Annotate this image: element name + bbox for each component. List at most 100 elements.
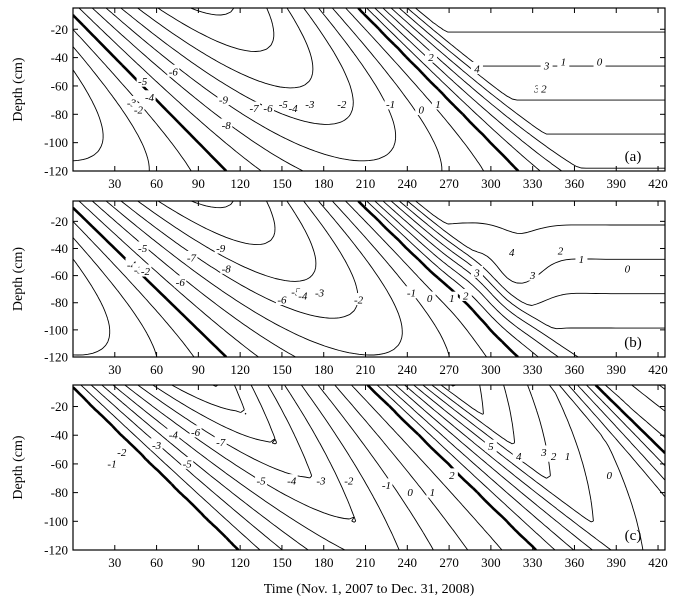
contour-label: -2 — [141, 266, 151, 278]
contour-level-neg5 — [137, 8, 314, 89]
contour-label-bg — [459, 288, 472, 301]
contour-label-bg — [115, 445, 128, 458]
contour-label: 1 — [430, 487, 436, 499]
y-tick-label: -20 — [51, 214, 68, 229]
contour-label-bg — [136, 74, 149, 87]
y-tick-label: -20 — [51, 399, 68, 414]
contour-label: 3 — [529, 270, 536, 282]
panel-c: 30 60 90 120 150 180 210 240 270 300 330 360 390 420-… — [11, 384, 668, 597]
contour-lines-c — [73, 385, 665, 550]
contour-level-neg4 — [120, 8, 354, 125]
y-tick-label: -80 — [51, 485, 68, 500]
x-tick-label: 150 — [272, 176, 292, 191]
x-tick-label: 420 — [648, 362, 668, 377]
contour-label-bg — [314, 474, 327, 487]
y-tick-label: -40 — [51, 241, 68, 256]
contour-level-neg6 — [157, 8, 275, 52]
contour-label: -6 — [263, 103, 273, 115]
contour-label-bg — [554, 244, 567, 257]
x-tick-label: 300 — [481, 362, 501, 377]
x-tick-label: 240 — [398, 176, 418, 191]
panel-tag: (a) — [625, 149, 642, 165]
contour-label: -5 — [256, 476, 266, 488]
x-tick-label: 420 — [648, 176, 668, 191]
contour-lines-a — [73, 8, 665, 171]
contour-label-bg — [415, 103, 428, 116]
x-tick-label: 240 — [398, 555, 418, 570]
contour-label: -2 — [354, 295, 364, 307]
contour-label-bg — [537, 81, 550, 94]
contour-label-bg — [621, 261, 634, 274]
contour-level-neg2 — [90, 385, 665, 550]
contour-label-bg — [561, 449, 574, 462]
y-axis-label: Depth (cm) — [11, 435, 26, 499]
contour-label-bg — [220, 261, 233, 274]
x-tick-label: 120 — [230, 362, 250, 377]
contour-label: -3 — [316, 476, 326, 488]
y-tick-label: -40 — [51, 428, 68, 443]
contour-level-3 — [73, 201, 579, 357]
y-tick-label: -120 — [44, 543, 68, 558]
contour-level-neg3 — [105, 201, 403, 356]
contour-label-bg — [150, 438, 163, 451]
contour-label-bg — [303, 97, 316, 110]
contour-label: -4 — [287, 476, 297, 488]
contour-level-neg7 — [152, 385, 278, 445]
contour-level-6 — [422, 385, 551, 479]
x-tick-label: 210 — [356, 362, 376, 377]
contour-label: -5 — [279, 99, 289, 111]
contour-label-bg — [547, 449, 560, 462]
panel-frame — [72, 200, 666, 358]
contour-label-bg — [185, 250, 198, 263]
x-tick-label: 270 — [439, 176, 459, 191]
contour-level-1 — [376, 385, 665, 550]
contour-level-neg7 — [190, 201, 234, 209]
contour-label-bg — [470, 265, 483, 278]
contour-label: -8 — [222, 120, 232, 132]
x-tick-label: 90 — [192, 362, 205, 377]
contour-label: -4 — [298, 290, 308, 302]
contour-label: 3 — [543, 61, 550, 73]
contour-label-bg — [575, 252, 588, 265]
contour-label: -9 — [219, 95, 229, 107]
contour-label-bg — [426, 485, 439, 498]
contour-label-bg — [335, 97, 348, 110]
contour-label-bg — [139, 264, 152, 277]
contour-label-bg — [214, 241, 227, 254]
x-tick-label: 360 — [565, 555, 585, 570]
contour-label-bg — [342, 474, 355, 487]
x-tick-label: 180 — [314, 176, 334, 191]
contour-label-bg — [380, 478, 393, 491]
contour-label: -7 — [249, 103, 259, 115]
contour-label: 0 — [607, 470, 613, 482]
x-tick-label: 150 — [272, 555, 292, 570]
contour-label-bg — [445, 468, 458, 481]
contour-label-bg — [593, 54, 606, 67]
contour-label-bg — [287, 101, 300, 114]
contour-level-4 — [390, 201, 665, 330]
contour-level-1 — [73, 201, 539, 357]
contour-label: 2 — [463, 290, 469, 302]
contour-level-neg1 — [78, 201, 487, 357]
contour-label: -6 — [169, 66, 179, 78]
contour-label-bg — [470, 61, 483, 74]
x-tick-label: 240 — [398, 362, 418, 377]
contour-label: 4 — [509, 247, 515, 259]
y-tick-label: -20 — [51, 22, 68, 37]
contour-label: 0 — [625, 263, 631, 275]
contour-label: 1 — [579, 254, 585, 266]
contour-label: 1 — [435, 99, 441, 111]
contour-label: 1 — [561, 56, 567, 68]
contour-label-bg — [296, 288, 309, 301]
contour-label-bg — [167, 64, 180, 77]
x-tick-label: 330 — [523, 176, 543, 191]
contour-level-8 — [440, 385, 484, 415]
x-tick-label: 270 — [439, 555, 459, 570]
contour-label: -5 — [291, 286, 301, 298]
contour-label: 4 — [474, 63, 480, 75]
x-tick-label: 90 — [192, 555, 205, 570]
contour-label: 5 — [488, 441, 494, 453]
contour-level-2 — [73, 201, 559, 357]
contour-level-0 — [73, 8, 520, 171]
